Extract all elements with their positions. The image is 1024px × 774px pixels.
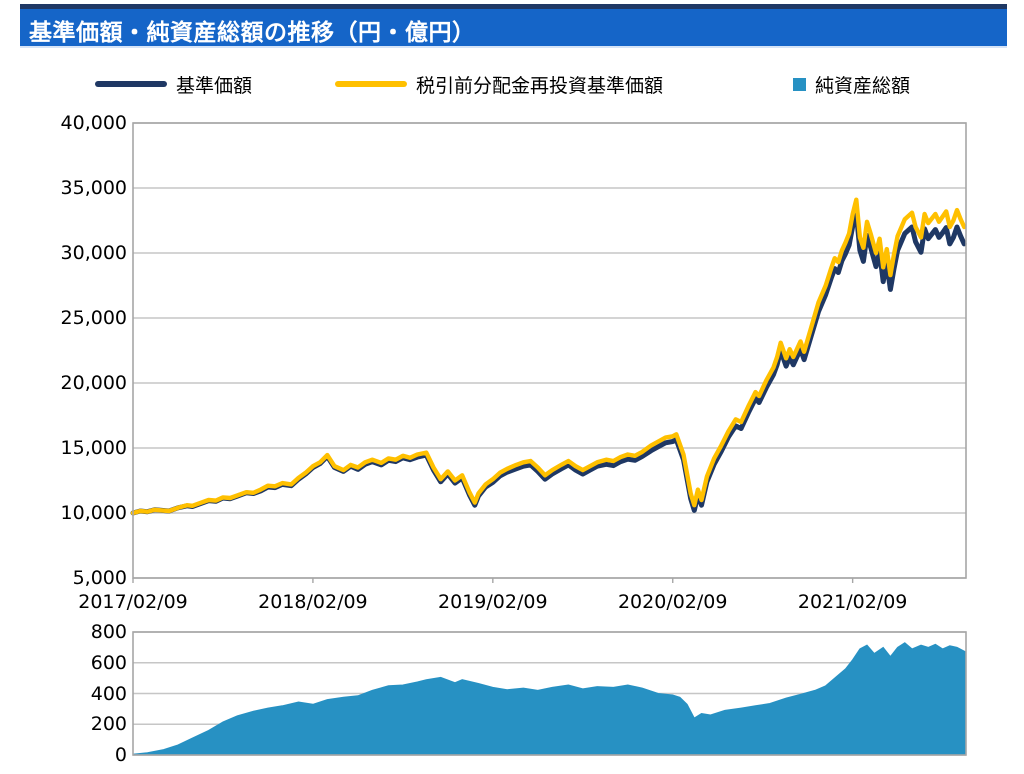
price-y-tick-label: 5,000 xyxy=(72,567,127,589)
legend-label-assets: 純資産総額 xyxy=(815,74,911,97)
price-y-tick-label: 15,000 xyxy=(60,437,127,459)
legend-item-assets: 純資産総額 xyxy=(793,72,911,97)
price-y-tick-label: 35,000 xyxy=(60,177,127,199)
legend-item-reinvested: 税引前分配金再投資基準価額 xyxy=(335,72,664,97)
assets-square-marker-icon xyxy=(793,77,806,91)
price-y-tick-label: 10,000 xyxy=(60,502,127,524)
price-x-tick-label: 2017/02/09 xyxy=(78,591,188,613)
price-x-tick-label: 2018/02/09 xyxy=(258,591,368,613)
reinvested-line-marker-icon xyxy=(335,81,407,87)
price-y-tick-label: 30,000 xyxy=(60,242,127,264)
chart-legend: 基準価額 税引前分配金再投資基準価額 純資産総額 xyxy=(0,72,1024,97)
reinvested-price-line xyxy=(130,197,967,516)
legend-item-nav: 基準価額 xyxy=(95,72,253,97)
price-x-tick-label: 2021/02/09 xyxy=(797,591,908,613)
legend-label-reinvested: 税引前分配金再投資基準価額 xyxy=(416,74,664,97)
price-plot-border xyxy=(132,122,967,579)
asset-area xyxy=(132,642,967,756)
asset-y-tick-label: 600 xyxy=(90,651,127,674)
page-title: 基準価額・純資産総額の推移（円・億円） xyxy=(20,4,1007,48)
asset-plot-border xyxy=(132,631,967,756)
asset-y-tick-label: 800 xyxy=(90,621,127,643)
nav-line-marker-icon xyxy=(95,81,167,87)
asset-y-tick-label: 0 xyxy=(114,744,127,766)
price-x-tick-label: 2019/02/09 xyxy=(438,591,548,613)
asset-y-tick-label: 400 xyxy=(90,682,127,705)
price-y-tick-label: 25,000 xyxy=(60,307,127,329)
price-y-tick-label: 40,000 xyxy=(60,112,127,134)
price-x-tick-label: 2020/02/09 xyxy=(617,591,728,613)
price-y-tick-label: 20,000 xyxy=(60,372,127,394)
asset-y-tick-label: 200 xyxy=(90,713,127,736)
legend-label-nav: 基準価額 xyxy=(176,74,253,97)
